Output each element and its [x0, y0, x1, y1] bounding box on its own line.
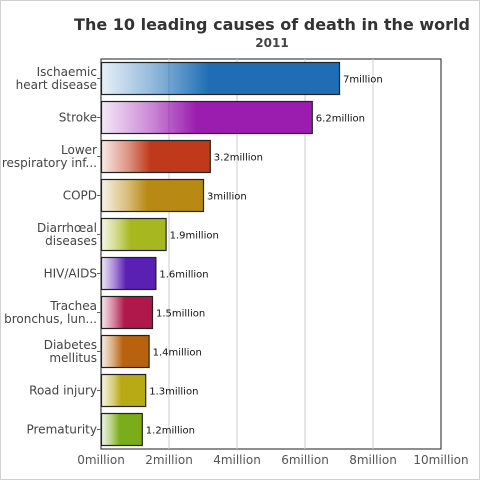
plot-area: 0million 2million 4million 6million 8million… [2, 58, 469, 467]
chart-subtitle: 2011 [255, 36, 288, 50]
data-label: 6.2million [316, 114, 365, 125]
category-label: Lower respiratory inf... [2, 143, 97, 170]
category-label: COPD [63, 189, 97, 203]
x-tick-label: 0million [77, 453, 125, 467]
category-label: Ischaemic heart disease [16, 65, 97, 92]
bar [100, 256, 157, 291]
x-tick-label: 6million [281, 453, 329, 467]
category-label: Diarrhœal diseases [37, 221, 97, 248]
bar [100, 139, 211, 174]
data-label: 1.9million [170, 231, 219, 242]
bar [100, 100, 313, 135]
x-tick-label: 10million [413, 453, 468, 467]
chart-title: The 10 leading causes of death in the wo… [74, 15, 470, 34]
bar [100, 373, 147, 408]
category-label: HIV/AIDS [44, 267, 97, 281]
category-label: Road injury [29, 384, 97, 398]
data-label: 3.2million [214, 153, 263, 164]
x-tick-label: 4million [213, 453, 261, 467]
bar [100, 178, 205, 213]
data-label: 1.2million [146, 426, 195, 437]
data-label: 1.5million [156, 309, 205, 320]
data-label: 7million [343, 75, 383, 86]
category-label: Trachea bronchus, lun... [4, 299, 97, 326]
bar [100, 217, 167, 252]
bar [100, 334, 150, 369]
category-label: Stroke [59, 111, 97, 125]
data-label: 3million [207, 192, 247, 203]
category-label: Prematurity [26, 423, 97, 437]
data-label: 1.6million [159, 270, 208, 281]
x-tick-label: 2million [145, 453, 193, 467]
data-label: 1.3million [149, 387, 198, 398]
x-tick-label: 8million [349, 453, 397, 467]
bar [100, 412, 143, 447]
category-label: Diabetes mellitus [44, 338, 97, 365]
bar [100, 295, 154, 330]
bar [100, 61, 341, 96]
data-label: 1.4million [153, 348, 202, 359]
